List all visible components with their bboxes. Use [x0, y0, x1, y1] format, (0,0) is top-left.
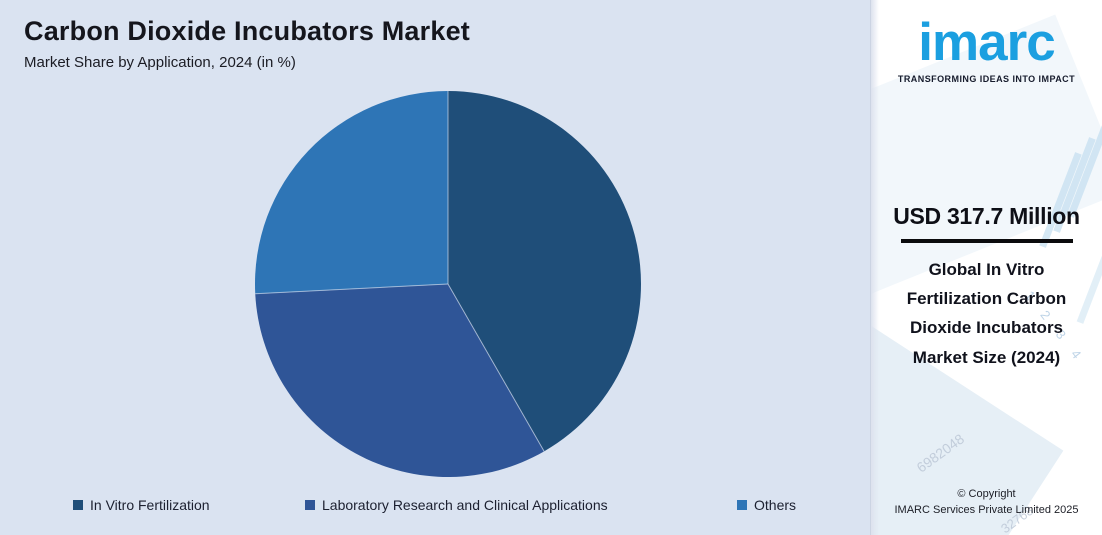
legend-label: Others	[754, 497, 797, 513]
page-title: Carbon Dioxide Incubators Market	[24, 16, 470, 46]
title-block: Carbon Dioxide Incubators Market Market …	[24, 16, 470, 71]
imarc-logo: imarc TRANSFORMING IDEAS INTO IMPACT	[871, 13, 1102, 85]
copyright-line1: © Copyright	[957, 488, 1016, 501]
legend-label: Laboratory Research and Clinical Applica…	[322, 497, 608, 513]
copyright-notice: © Copyright IMARC Services Private Limit…	[871, 487, 1102, 519]
pie-chart	[254, 90, 641, 477]
sidebar-content: imarc TRANSFORMING IDEAS INTO IMPACT USD…	[871, 0, 1102, 535]
legend-item-in-vitro-fertilization: In Vitro Fertilization	[73, 495, 210, 515]
market-size-value: USD 317.7 Million	[893, 203, 1080, 229]
imarc-logo-wordmark: imarc	[918, 13, 1055, 72]
legend-swatch-icon	[73, 500, 83, 510]
market-size-stat: USD 317.7 Million Global In Vitro Fertil…	[871, 203, 1102, 372]
copyright-line2: IMARC Services Private Limited 2025	[894, 504, 1079, 517]
imarc-tagline: TRANSFORMING IDEAS INTO IMPACT	[897, 74, 1076, 85]
pie-slice-divider	[255, 283, 449, 295]
legend-swatch-icon	[305, 500, 315, 510]
brand-sidebar: 6982048 32768 1 2 3 4 imarc TRANSFORMING…	[870, 0, 1102, 535]
legend: In Vitro Fertilization Laboratory Resear…	[0, 495, 870, 515]
sidebar-edge-shadow	[871, 0, 879, 535]
legend-swatch-icon	[737, 500, 747, 510]
page-subtitle: Market Share by Application, 2024 (in %)	[24, 54, 296, 71]
divider-rule	[900, 239, 1073, 243]
legend-item-others: Others	[737, 495, 796, 515]
legend-label: In Vitro Fertilization	[90, 497, 210, 513]
pie-slice	[448, 91, 641, 452]
chart-panel: Carbon Dioxide Incubators Market Market …	[0, 16, 870, 515]
pie-slice	[254, 90, 448, 294]
market-size-label: Global In Vitro Fertilization Carbon Dio…	[906, 260, 1067, 367]
legend-item-laboratory-research: Laboratory Research and Clinical Applica…	[305, 495, 608, 515]
pie-slice	[255, 284, 545, 477]
pie-slice-divider	[447, 283, 545, 452]
